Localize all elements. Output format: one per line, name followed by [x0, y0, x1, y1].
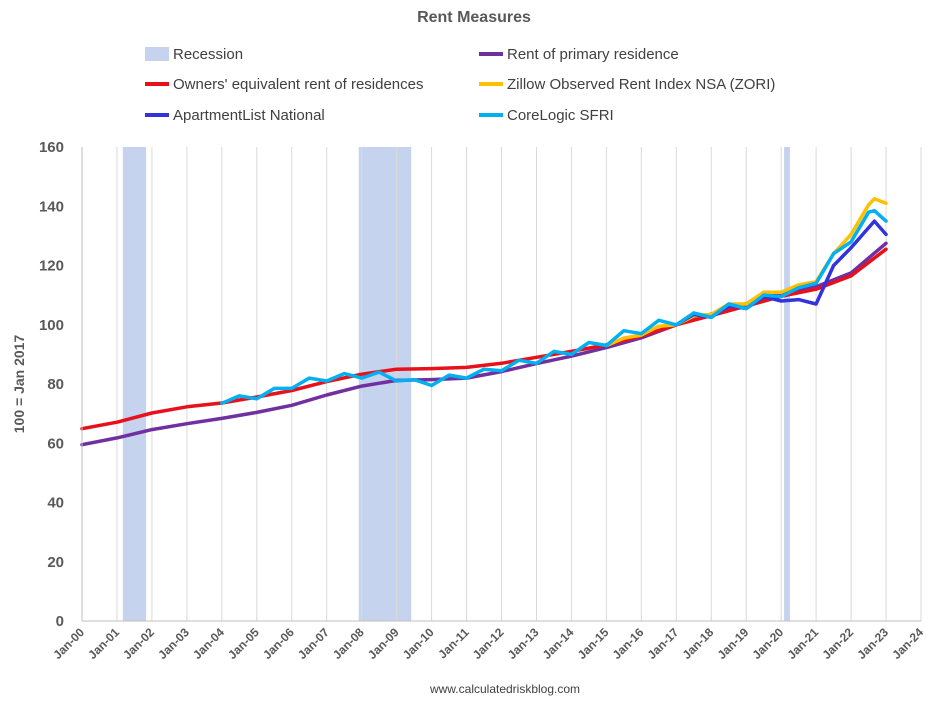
- legend-label-recession: Recession: [173, 46, 243, 63]
- x-tick-jan-17: Jan-17: [645, 625, 682, 662]
- y-tick-40: 40: [47, 495, 64, 512]
- y-tick-80: 80: [47, 376, 64, 393]
- x-tick-jan-06: Jan-06: [260, 625, 297, 662]
- x-tick-jan-18: Jan-18: [680, 625, 717, 662]
- x-tick-jan-07: Jan-07: [295, 625, 332, 662]
- legend: Recession Rent of primary residence Owners…: [145, 46, 775, 124]
- series-line-rent-of-primary-residence: [80, 241, 888, 447]
- series-line-corelogic-sfri: [220, 208, 888, 406]
- legend-label-zillow-observed-rent-index-nsa-zori: Zillow Observed Rent Index NSA (ZORI): [507, 76, 775, 93]
- x-tick-jan-20: Jan-20: [749, 625, 786, 662]
- source-credit: www.calculatedriskblog.com: [429, 682, 580, 696]
- x-tick-jan-04: Jan-04: [190, 625, 227, 662]
- y-tick-140: 140: [39, 198, 64, 215]
- x-tick-jan-13: Jan-13: [505, 625, 542, 662]
- x-tick-jan-00: Jan-00: [50, 625, 87, 662]
- y-tick-120: 120: [39, 258, 64, 275]
- vertical-gridlines: [81, 147, 922, 621]
- legend-swatch-recession: [145, 47, 169, 61]
- y-tick-20: 20: [47, 554, 64, 571]
- legend-label-corelogic-sfri: CoreLogic SFRI: [507, 107, 614, 124]
- recession-band-3: [784, 147, 790, 621]
- y-tick-100: 100: [39, 317, 64, 334]
- series-line-owners-equivalent-rent-of-residences: [80, 247, 888, 431]
- x-tick-jan-14: Jan-14: [540, 625, 577, 662]
- x-tick-jan-08: Jan-08: [330, 625, 367, 662]
- x-tick-jan-24: Jan-24: [889, 625, 926, 662]
- chart-title: Rent Measures: [417, 9, 531, 26]
- x-tick-jan-10: Jan-10: [400, 625, 437, 662]
- x-tick-jan-09: Jan-09: [365, 625, 402, 662]
- legend-label-rent-of-primary-residence: Rent of primary residence: [507, 46, 679, 63]
- y-axis-label: 100 = Jan 2017: [11, 335, 27, 434]
- recession-band-1: [122, 147, 147, 621]
- legend-label-apartmentlist-national: ApartmentList National: [173, 107, 325, 124]
- x-tick-jan-15: Jan-15: [575, 625, 612, 662]
- x-tick-jan-03: Jan-03: [155, 625, 192, 662]
- recession-bands: [122, 147, 790, 621]
- x-tick-jan-16: Jan-16: [610, 625, 647, 662]
- axes: 020406080100120140160Jan-00Jan-01Jan-02J…: [39, 139, 926, 662]
- x-tick-jan-01: Jan-01: [85, 625, 122, 662]
- y-tick-160: 160: [39, 139, 64, 156]
- x-tick-jan-05: Jan-05: [225, 625, 262, 662]
- series-lines: [80, 197, 888, 447]
- x-tick-jan-23: Jan-23: [854, 625, 891, 662]
- x-tick-jan-12: Jan-12: [470, 625, 507, 662]
- y-tick-0: 0: [56, 613, 64, 630]
- x-tick-jan-11: Jan-11: [435, 625, 472, 662]
- series-line-zillow-observed-rent-index-nsa-zori: [604, 197, 888, 348]
- legend-label-owners-equivalent-rent-of-residences: Owners' equivalent rent of residences: [173, 76, 424, 93]
- x-tick-jan-02: Jan-02: [120, 625, 157, 662]
- x-tick-jan-21: Jan-21: [784, 625, 821, 662]
- y-tick-60: 60: [47, 435, 64, 452]
- x-tick-jan-19: Jan-19: [715, 625, 752, 662]
- x-tick-jan-22: Jan-22: [819, 625, 856, 662]
